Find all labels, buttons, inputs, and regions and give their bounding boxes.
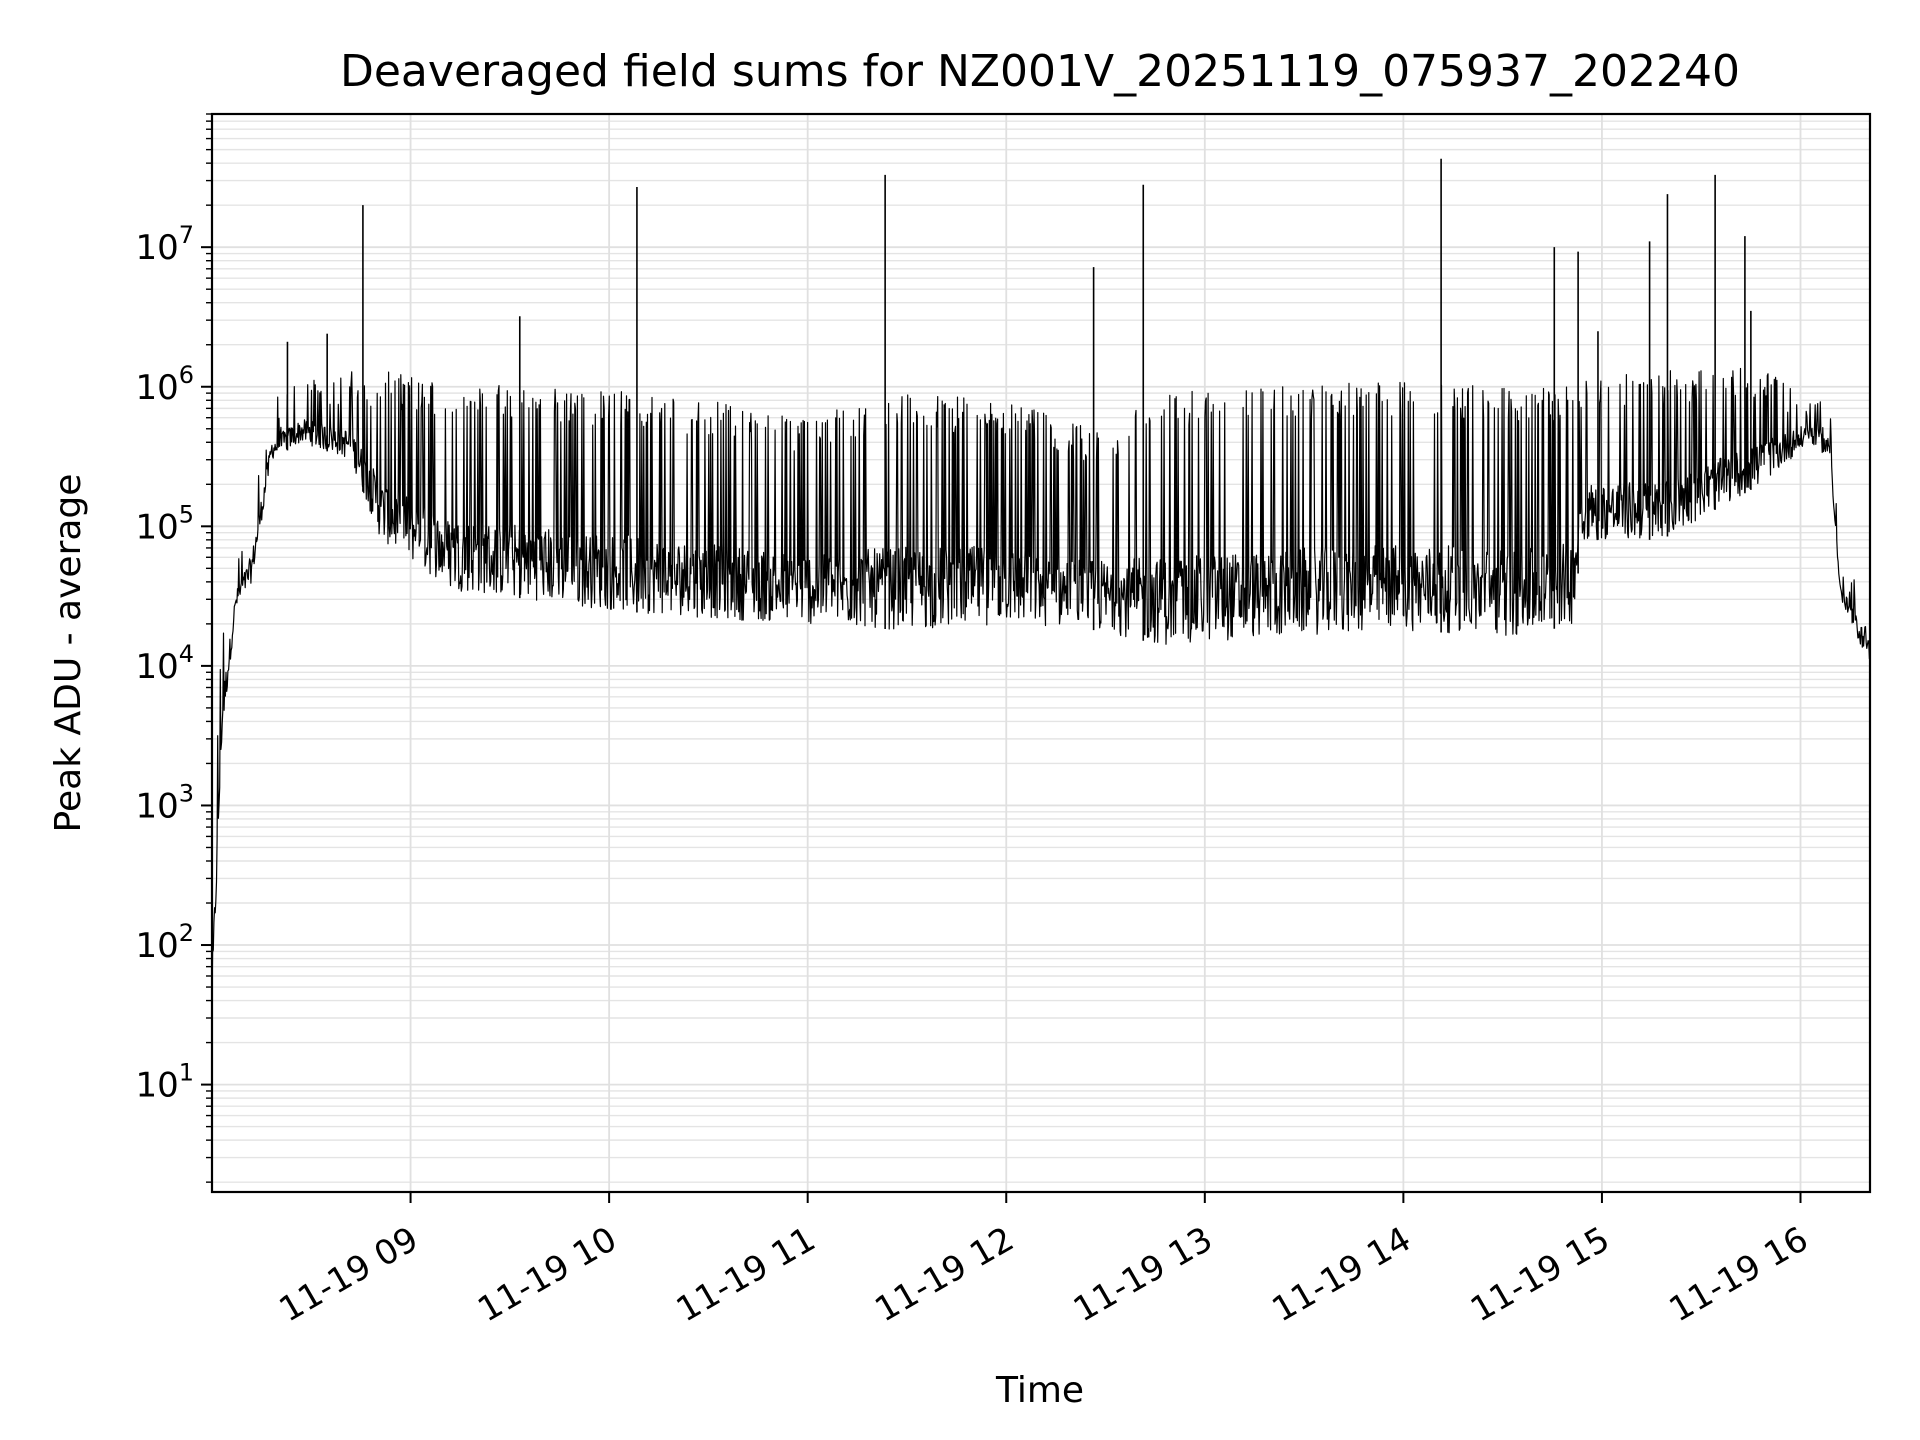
y-tick-label: 103 [135, 779, 194, 826]
spike-layer [286, 158, 1752, 641]
y-tick-label: 104 [135, 640, 194, 687]
y-tick-label: 105 [135, 500, 194, 547]
grid-layer [212, 113, 1870, 1192]
y-tick-label: 106 [135, 361, 194, 408]
chart-title: Deaveraged field sums for NZ001V_2025111… [340, 46, 1740, 97]
y-axis: 101 102 103 104 105 106 107 [135, 113, 212, 1183]
y-tick-label: 107 [135, 221, 194, 268]
plot-frame [210, 112, 1872, 1194]
y-tick-label: 101 [135, 1059, 194, 1106]
series-line [211, 367, 1871, 1004]
y-tick-label: 102 [135, 919, 194, 966]
x-axis-label: Time [995, 1370, 1084, 1411]
y-axis-label: Peak ADU - average [48, 474, 89, 833]
